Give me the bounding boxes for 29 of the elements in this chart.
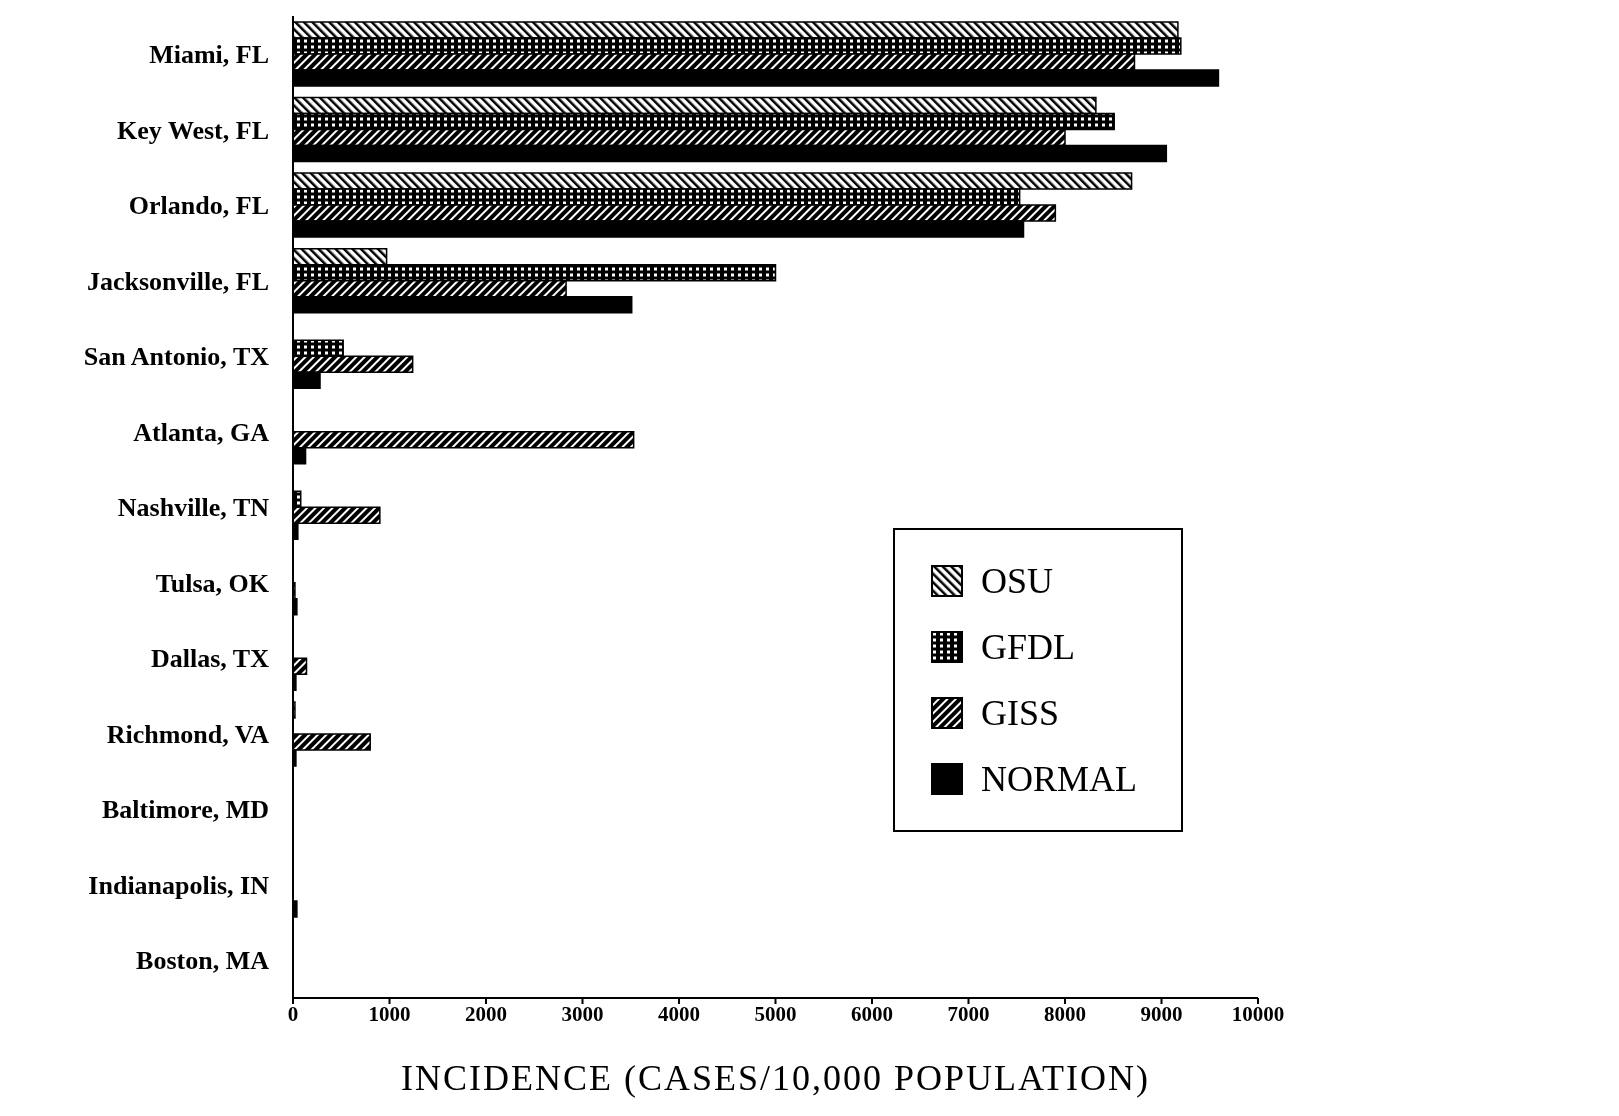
legend-label: OSU: [981, 560, 1054, 602]
y-tick-label: Jacksonville, FL: [86, 266, 269, 296]
x-tick-label: 10000: [1231, 1001, 1285, 1026]
x-axis-title: INCIDENCE (CASES/10,000 POPULATION): [400, 1058, 1151, 1098]
y-tick-label: Atlanta, GA: [133, 417, 270, 447]
y-tick-label: Key West, FL: [117, 115, 269, 145]
y-tick-label: Orlando, FL: [128, 191, 269, 221]
y-tick-label: Tulsa, OK: [155, 568, 270, 598]
legend-label: GISS: [981, 692, 1060, 734]
y-tick-label: Miami, FL: [149, 40, 269, 69]
x-tick-label: 8000: [1044, 1001, 1086, 1026]
x-tick-label: 9000: [1140, 1001, 1183, 1026]
x-tick-label: 0: [287, 1001, 299, 1026]
x-tick-label: 6000: [851, 1001, 893, 1026]
x-tick-label: 4000: [658, 1001, 700, 1026]
y-tick-label: San Antonio, TX: [83, 342, 270, 372]
x-tick-label: 3000: [561, 1001, 604, 1026]
legend-label: GFDL: [981, 626, 1076, 668]
x-tick-label: 7000: [947, 1001, 990, 1026]
y-tick-label: Boston, MA: [136, 946, 270, 976]
legend-label: NORMAL: [981, 758, 1138, 800]
y-tick-label: Dallas, TX: [151, 644, 270, 674]
y-tick-label: Richmond, VA: [106, 719, 270, 749]
y-tick-label: Nashville, TN: [117, 493, 270, 523]
x-tick-label: 1000: [368, 1001, 411, 1026]
y-tick-label: Indianapolis, IN: [88, 870, 270, 900]
x-tick-label: 5000: [754, 1001, 797, 1026]
y-tick-label: Baltimore, MD: [101, 795, 269, 825]
x-tick-label: 2000: [465, 1001, 507, 1026]
